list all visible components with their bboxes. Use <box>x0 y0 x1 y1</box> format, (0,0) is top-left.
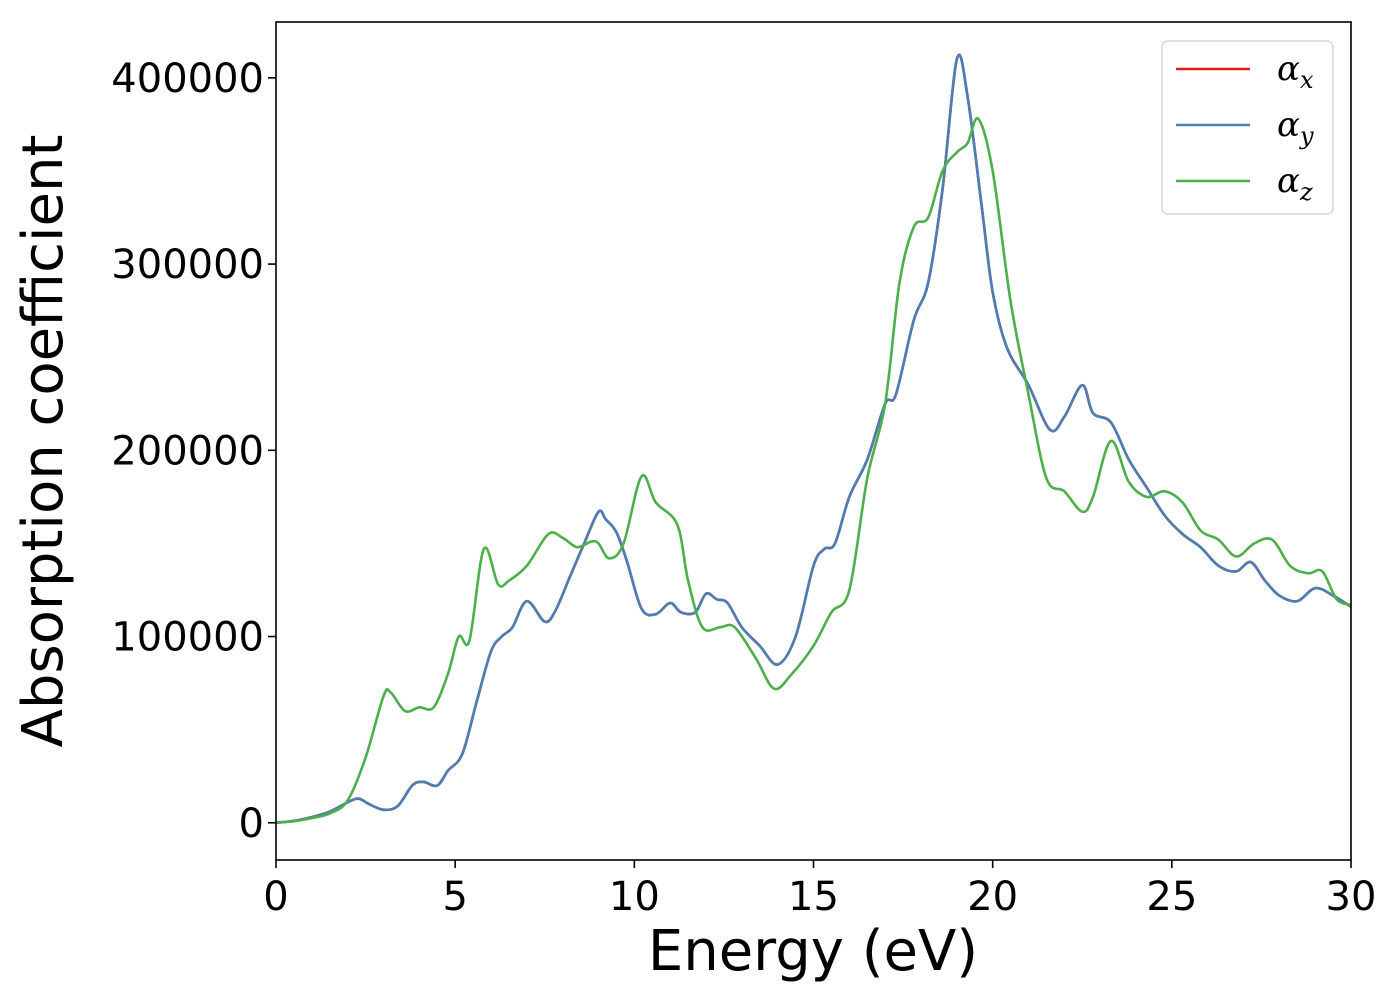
y-tick-label: 200000 <box>111 428 264 474</box>
y-tick-label: 0 <box>239 801 264 847</box>
x-tick-label: 20 <box>967 874 1018 920</box>
series-line-z <box>275 117 1352 825</box>
x-tick-label: 0 <box>263 874 288 920</box>
legend: αx αy αz <box>1161 40 1334 215</box>
x-tick-label: 15 <box>788 874 839 920</box>
x-axis-label: Energy (eV) <box>648 919 978 984</box>
legend-label-x: αx <box>1277 49 1314 94</box>
y-tick-label: 400000 <box>111 56 264 102</box>
y-tick-label: 100000 <box>111 615 264 661</box>
legend-label-y: αy <box>1277 105 1314 150</box>
x-tick-label: 30 <box>1326 874 1377 920</box>
series-layer <box>275 53 1352 825</box>
y-axis: 0 100000 200000 300000 400000 <box>111 56 276 847</box>
x-tick-label: 10 <box>609 874 660 920</box>
y-axis-label: Absorption coefficient <box>11 135 76 748</box>
x-axis: 0 5 10 15 20 25 30 <box>263 860 1376 920</box>
x-tick-label: 25 <box>1146 874 1197 920</box>
y-tick-label: 300000 <box>111 242 264 288</box>
series-line-y <box>275 53 1352 825</box>
x-tick-label: 5 <box>442 874 467 920</box>
legend-label-z: αz <box>1277 161 1313 206</box>
legend-box <box>1161 40 1334 215</box>
legend-items: αx αy αz <box>1176 49 1314 206</box>
